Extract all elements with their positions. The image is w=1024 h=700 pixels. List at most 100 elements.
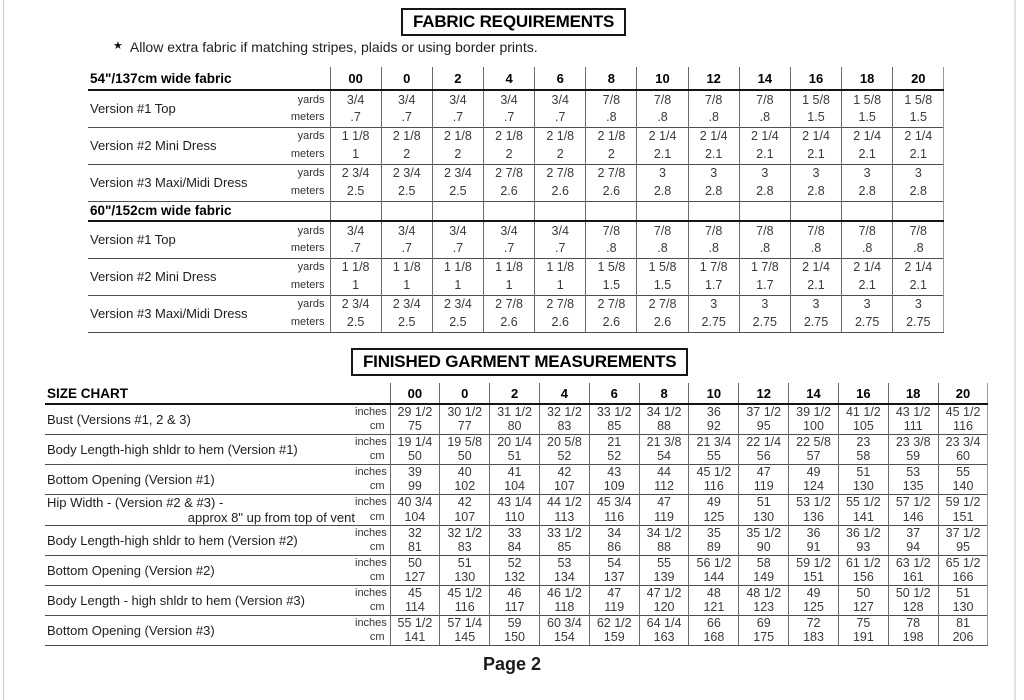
value-cell: 55 1/2 bbox=[837, 493, 889, 510]
value-cell: 119 bbox=[588, 600, 640, 615]
value-cell: 30 1/2 bbox=[439, 403, 490, 419]
value-cell: 2 1/4 bbox=[841, 126, 893, 145]
value-cell: 55 1/2 bbox=[389, 614, 440, 630]
value-cell: 59 bbox=[887, 449, 939, 464]
unit-label: inches bbox=[355, 554, 390, 570]
value-cell: 99 bbox=[389, 479, 440, 494]
unit-label: cm bbox=[369, 420, 385, 433]
fabric-row: Version #3 Maxi/Midi Dress yards 2 3/4 2 3/… bbox=[88, 163, 945, 201]
value-cell: 1.5 bbox=[636, 276, 689, 295]
value-cell: 125 bbox=[788, 600, 839, 615]
unit-label: cm bbox=[369, 601, 385, 614]
value-cell: 55 bbox=[937, 463, 989, 479]
size-header-cell bbox=[841, 200, 893, 222]
measurement-row-metric: cm 141 145 150 154 159 163 168 175 183 191 198 206 bbox=[45, 630, 989, 646]
value-cell: 175 bbox=[738, 630, 789, 646]
value-cell: .8 bbox=[789, 239, 842, 258]
value-cell: 95 bbox=[738, 419, 789, 434]
value-cell: 7/8 bbox=[738, 89, 791, 108]
value-cell: 7/8 bbox=[636, 220, 689, 239]
value-cell: 93 bbox=[837, 540, 889, 555]
unit-label: meters bbox=[290, 148, 325, 161]
value-cell: 57 1/4 bbox=[439, 614, 490, 630]
value-cell: 2.6 bbox=[482, 313, 535, 333]
value-cell: 7/8 bbox=[687, 89, 740, 108]
measurement-label: Body Length - high shldr to hem (Version… bbox=[45, 584, 355, 615]
value-cell: 46 bbox=[489, 584, 540, 600]
measurement-label-line1: Body Length-high shldr to hem (Version #… bbox=[47, 532, 298, 548]
value-cell: 45 1/2 bbox=[937, 403, 989, 419]
value-cell: 47 bbox=[638, 493, 689, 510]
value-cell: 120 bbox=[638, 600, 689, 615]
value-cell: 53 1/2 bbox=[788, 493, 839, 510]
measurement-row-metric: cm 114 116 117 118 119 120 121 123 125 127 128 130 bbox=[45, 600, 989, 615]
value-cell: 19 5/8 bbox=[439, 433, 490, 449]
value-cell: 2.75 bbox=[789, 313, 842, 333]
value-cell: 2.8 bbox=[841, 182, 893, 201]
value-cell: 2.5 bbox=[329, 182, 382, 201]
value-cell: 1 1/8 bbox=[482, 257, 535, 276]
fabric-row: Version #1 Top yards 3/4 3/4 3/4 3/4 3/4 7/8 7/8… bbox=[88, 220, 945, 258]
value-cell: 7/8 bbox=[585, 89, 637, 108]
value-cell: 2.1 bbox=[687, 145, 740, 164]
unit-label: yards bbox=[290, 163, 331, 182]
value-cell: 2.8 bbox=[687, 182, 740, 201]
value-cell: 91 bbox=[788, 540, 839, 555]
value-cell: 3 bbox=[738, 294, 791, 313]
value-cell: 90 bbox=[738, 540, 789, 555]
value-cell: 2.1 bbox=[636, 145, 689, 164]
value-cell: 3 bbox=[892, 294, 945, 313]
version-label: Version #1 Top bbox=[88, 220, 290, 258]
unit-label: inches bbox=[355, 403, 390, 419]
value-cell: 77 bbox=[439, 419, 490, 434]
value-cell: 1 bbox=[431, 276, 484, 295]
value-cell: 21 3/8 bbox=[638, 433, 689, 449]
value-cell: 56 bbox=[738, 449, 789, 464]
value-cell: 3 bbox=[841, 294, 893, 313]
value-cell: 52 bbox=[489, 554, 540, 570]
value-cell: 1.5 bbox=[585, 276, 637, 295]
value-cell: 3/4 bbox=[380, 220, 433, 239]
value-cell: 3 bbox=[841, 163, 893, 182]
value-cell: 1 bbox=[329, 145, 382, 164]
value-cell: 45 bbox=[389, 584, 440, 600]
measurement-label-line1: Hip Width - (Version #2 & #3) - bbox=[47, 494, 224, 510]
value-cell: 3/4 bbox=[329, 89, 382, 108]
size-header-cell: 14 bbox=[738, 67, 791, 91]
measurement-label-line2: approx 8" up from top of vent bbox=[187, 509, 355, 525]
value-cell: 44 bbox=[638, 463, 689, 479]
unit-label: meters bbox=[290, 242, 325, 255]
value-cell: 150 bbox=[489, 630, 540, 646]
value-cell: 116 bbox=[688, 479, 739, 494]
value-cell: 40 bbox=[439, 463, 490, 479]
value-cell: 61 1/2 bbox=[837, 554, 889, 570]
value-cell: 2.1 bbox=[841, 276, 893, 295]
value-cell: 1 5/8 bbox=[841, 89, 893, 108]
fabric-note-text: Allow extra fabric if matching stripes, … bbox=[129, 39, 538, 55]
value-cell: .7 bbox=[329, 108, 382, 127]
value-cell: 2 bbox=[534, 145, 586, 164]
value-cell: 45 1/2 bbox=[688, 463, 739, 479]
size-header-cell: 2 bbox=[489, 383, 540, 405]
value-cell: 2.5 bbox=[431, 182, 484, 201]
value-cell: 102 bbox=[439, 479, 490, 494]
unit-label: cm bbox=[369, 571, 385, 584]
value-cell: 128 bbox=[887, 600, 939, 615]
value-cell: 127 bbox=[837, 600, 889, 615]
value-cell: .7 bbox=[431, 239, 484, 258]
value-cell: 23 3/4 bbox=[937, 433, 989, 449]
value-cell: 2.1 bbox=[841, 145, 893, 164]
value-cell: 125 bbox=[688, 509, 739, 525]
version-label: Version #3 Maxi/Midi Dress bbox=[88, 294, 290, 333]
fabric-note: ★ Allow extra fabric if matching stripes,… bbox=[113, 39, 538, 55]
unit-label: inches bbox=[355, 463, 390, 479]
unit-label: inches bbox=[355, 614, 390, 630]
value-cell: 104 bbox=[489, 479, 540, 494]
value-cell: 2 bbox=[585, 145, 637, 164]
value-cell: 2.5 bbox=[431, 313, 484, 333]
value-cell: 2 7/8 bbox=[534, 294, 586, 313]
value-cell: 141 bbox=[389, 630, 440, 646]
value-cell: .7 bbox=[482, 239, 535, 258]
value-cell: 66 bbox=[688, 614, 739, 630]
measurement-label-line1: Bust (Versions #1, 2 & 3) bbox=[47, 411, 191, 427]
